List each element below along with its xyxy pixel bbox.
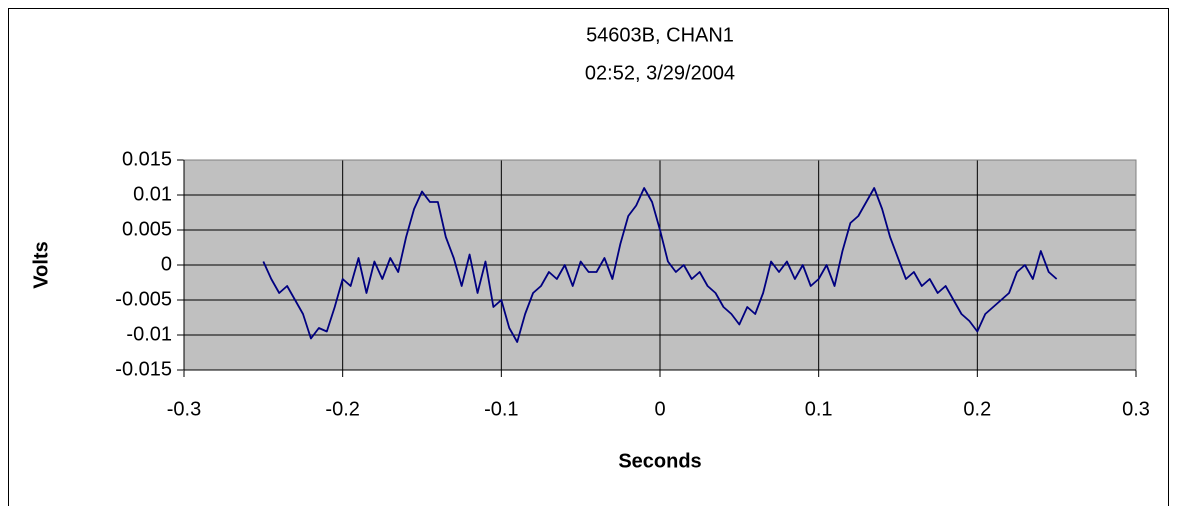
y-tick-label: -0.015 bbox=[115, 358, 172, 380]
chart-subtitle: 02:52, 3/29/2004 bbox=[585, 62, 735, 84]
y-tick-label: 0.005 bbox=[122, 218, 172, 240]
y-axis-label: Volts bbox=[30, 241, 52, 288]
x-tick-label: 0.3 bbox=[1122, 398, 1150, 420]
x-tick-label: -0.2 bbox=[325, 398, 359, 420]
y-tick-label: 0.01 bbox=[133, 183, 172, 205]
chart-title: 54603B, CHAN1 bbox=[586, 24, 734, 46]
y-tick-label: -0.005 bbox=[115, 288, 172, 310]
y-tick-label: -0.01 bbox=[126, 323, 172, 345]
data-line bbox=[262, 187, 1058, 343]
y-tick-label: 0.015 bbox=[122, 148, 172, 170]
x-axis-label: Seconds bbox=[618, 450, 701, 472]
x-tick-label: 0.1 bbox=[805, 398, 833, 420]
x-tick-label: 0 bbox=[654, 398, 665, 420]
y-tick-label: 0 bbox=[161, 253, 172, 275]
x-tick-label: -0.3 bbox=[167, 398, 201, 420]
x-tick-label: 0.2 bbox=[963, 398, 991, 420]
x-tick-label: -0.1 bbox=[484, 398, 518, 420]
